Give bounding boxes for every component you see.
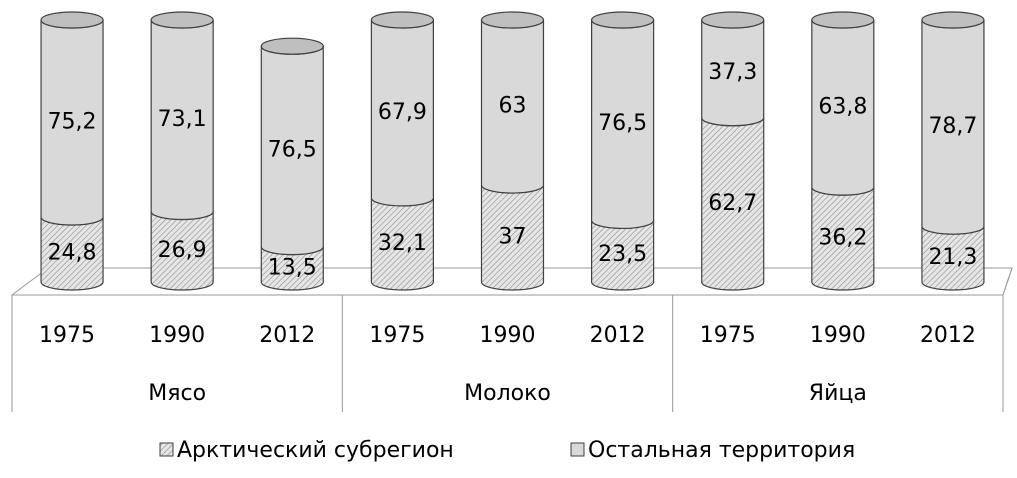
x-axis: 1975 1990 2012 1975 1990 2012 1975 1990 2012 Мясо…	[11, 267, 1013, 412]
cylinder-cap	[370, 11, 434, 29]
data-label: 75,2	[48, 110, 97, 135]
legend-label: Арктический субрегион	[177, 438, 454, 463]
data-label: 63,8	[818, 95, 867, 120]
data-label: 62,7	[708, 191, 757, 216]
plot: 24,8 75,2 26,9 73,1 13,5 76,5 32,1 67,9 37 63 23,5…	[40, 11, 985, 291]
data-label: 24,8	[48, 241, 97, 266]
x-tick-label: 1975	[39, 323, 95, 348]
legend: Арктический субрегион Остальная территори…	[159, 438, 855, 463]
data-label: 21,3	[928, 245, 977, 270]
group-label: Молоко	[464, 381, 551, 406]
cylinder-cap	[921, 11, 985, 29]
group-label: Мясо	[148, 381, 206, 406]
legend-swatch	[159, 442, 174, 457]
x-tick-label: 1990	[480, 323, 536, 348]
cylinder-cap	[701, 11, 765, 29]
x-tick-label: 2012	[259, 323, 315, 348]
group-label: Яйца	[809, 381, 867, 406]
x-tick-label: 2012	[920, 323, 976, 348]
data-label: 76,5	[598, 111, 647, 136]
cylinder-cap	[480, 11, 545, 29]
cylinder-cap	[260, 37, 324, 55]
data-label: 63	[499, 94, 527, 119]
data-label: 37,3	[708, 60, 757, 85]
data-label: 78,7	[928, 114, 977, 139]
cylinder-cap	[150, 11, 214, 29]
x-tick-label: 2012	[590, 323, 646, 348]
data-label: 13,5	[268, 255, 317, 280]
data-label: 67,9	[378, 100, 427, 125]
x-tick-label: 1975	[369, 323, 425, 348]
x-tick-label: 1990	[810, 323, 866, 348]
x-tick-label: 1990	[149, 323, 205, 348]
cylinder-cap	[591, 11, 655, 29]
data-label: 32,1	[378, 231, 427, 256]
cylinder-cap	[40, 11, 104, 29]
data-label: 73,1	[158, 107, 207, 132]
data-label: 36,2	[818, 226, 867, 251]
x-tick-label: 1975	[700, 323, 756, 348]
data-label: 23,5	[598, 242, 647, 267]
data-label: 76,5	[268, 137, 317, 162]
cylinder-cap	[811, 11, 875, 29]
legend-label: Остальная территория	[588, 438, 855, 463]
data-label: 37	[499, 225, 527, 250]
data-label: 26,9	[158, 238, 207, 263]
legend-swatch	[570, 442, 585, 457]
